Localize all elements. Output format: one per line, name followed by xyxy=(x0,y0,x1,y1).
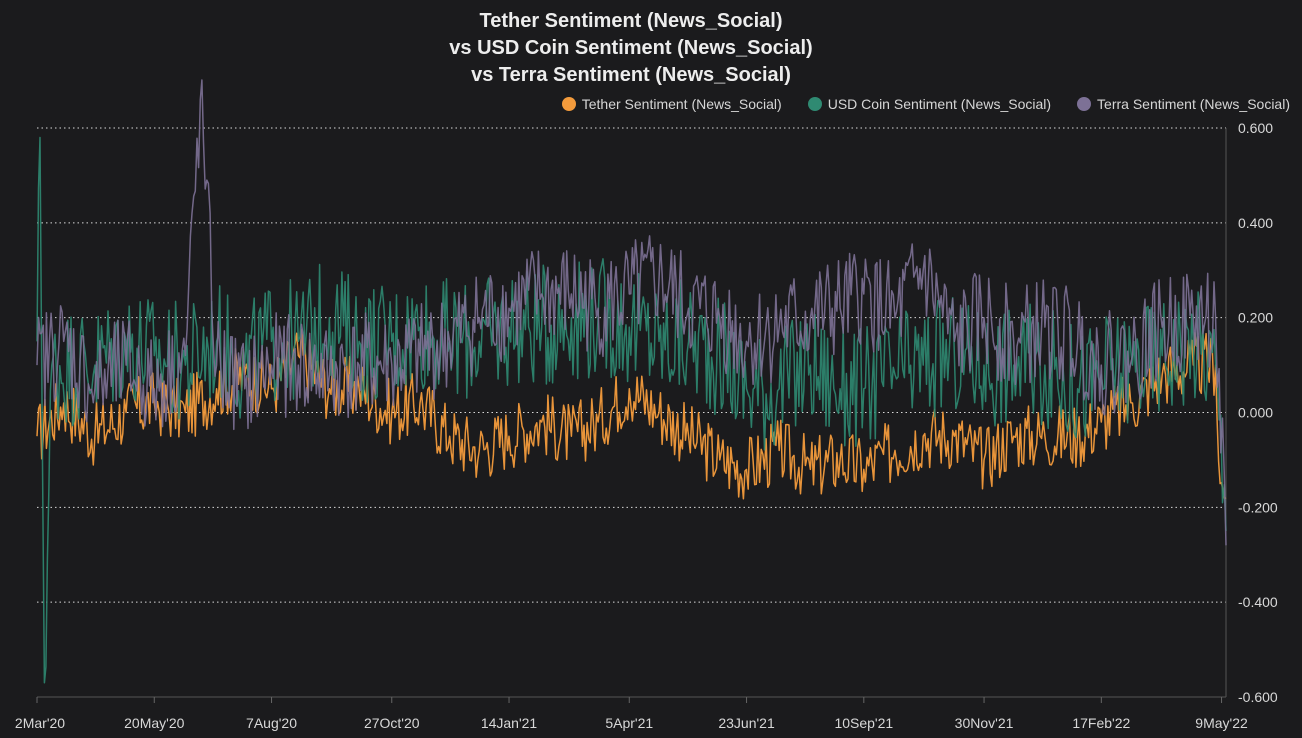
chart-title-line-1: Tether Sentiment (News_Social) xyxy=(479,10,783,32)
y-tick-label-5: -0.400 xyxy=(1238,594,1278,610)
x-tick-label-7: 10Sep'21 xyxy=(834,715,893,731)
x-tick-label-10: 9May'22 xyxy=(1195,715,1248,731)
legend-dot-terra xyxy=(1077,97,1092,111)
y-tick-label-6: -0.600 xyxy=(1238,689,1278,705)
chart-title-line-3: vs Terra Sentiment (News_Social) xyxy=(471,64,791,86)
y-tick-label-0: 0.600 xyxy=(1238,120,1273,136)
chart-legend: Tether Sentiment (News_Social) USD Coin … xyxy=(561,96,1290,112)
x-tick-label-0: 2Mar'20 xyxy=(15,715,65,731)
legend-label-terra: Terra Sentiment (News_Social) xyxy=(1097,96,1290,112)
series-line-tether xyxy=(36,329,1227,500)
x-tick-label-9: 17Feb'22 xyxy=(1072,715,1130,731)
x-tick-label-2: 7Aug'20 xyxy=(246,715,297,731)
legend-label-tether: Tether Sentiment (News_Social) xyxy=(581,96,782,112)
x-tick-label-5: 5Apr'21 xyxy=(605,715,653,731)
legend-dot-tether xyxy=(561,97,576,111)
y-tick-label-1: 0.400 xyxy=(1238,215,1273,231)
x-tick-label-3: 27Oct'20 xyxy=(364,715,420,731)
legend-label-usd-coin: USD Coin Sentiment (News_Social) xyxy=(827,96,1052,112)
series-line-usd-coin xyxy=(36,136,1227,684)
x-tick-label-8: 30Nov'21 xyxy=(955,715,1014,731)
legend-dot-usd-coin xyxy=(807,97,822,111)
y-tick-label-3: 0.000 xyxy=(1238,405,1273,421)
legend-item-usd-coin[interactable]: USD Coin Sentiment (News_Social) xyxy=(807,96,1052,112)
y-tick-label-4: -0.200 xyxy=(1238,499,1278,515)
chart-title: Tether Sentiment (News_Social) vs USD Co… xyxy=(0,8,1262,89)
x-tick-label-4: 14Jan'21 xyxy=(481,715,538,731)
x-tick-label-6: 23Jun'21 xyxy=(718,715,775,731)
y-tick-label-2: 0.200 xyxy=(1238,310,1273,326)
legend-item-tether[interactable]: Tether Sentiment (News_Social) xyxy=(561,96,782,112)
series-line-terra xyxy=(36,79,1227,546)
x-tick-label-1: 20May'20 xyxy=(124,715,184,731)
legend-item-terra[interactable]: Terra Sentiment (News_Social) xyxy=(1077,96,1290,112)
chart-title-line-2: vs USD Coin Sentiment (News_Social) xyxy=(449,37,813,59)
